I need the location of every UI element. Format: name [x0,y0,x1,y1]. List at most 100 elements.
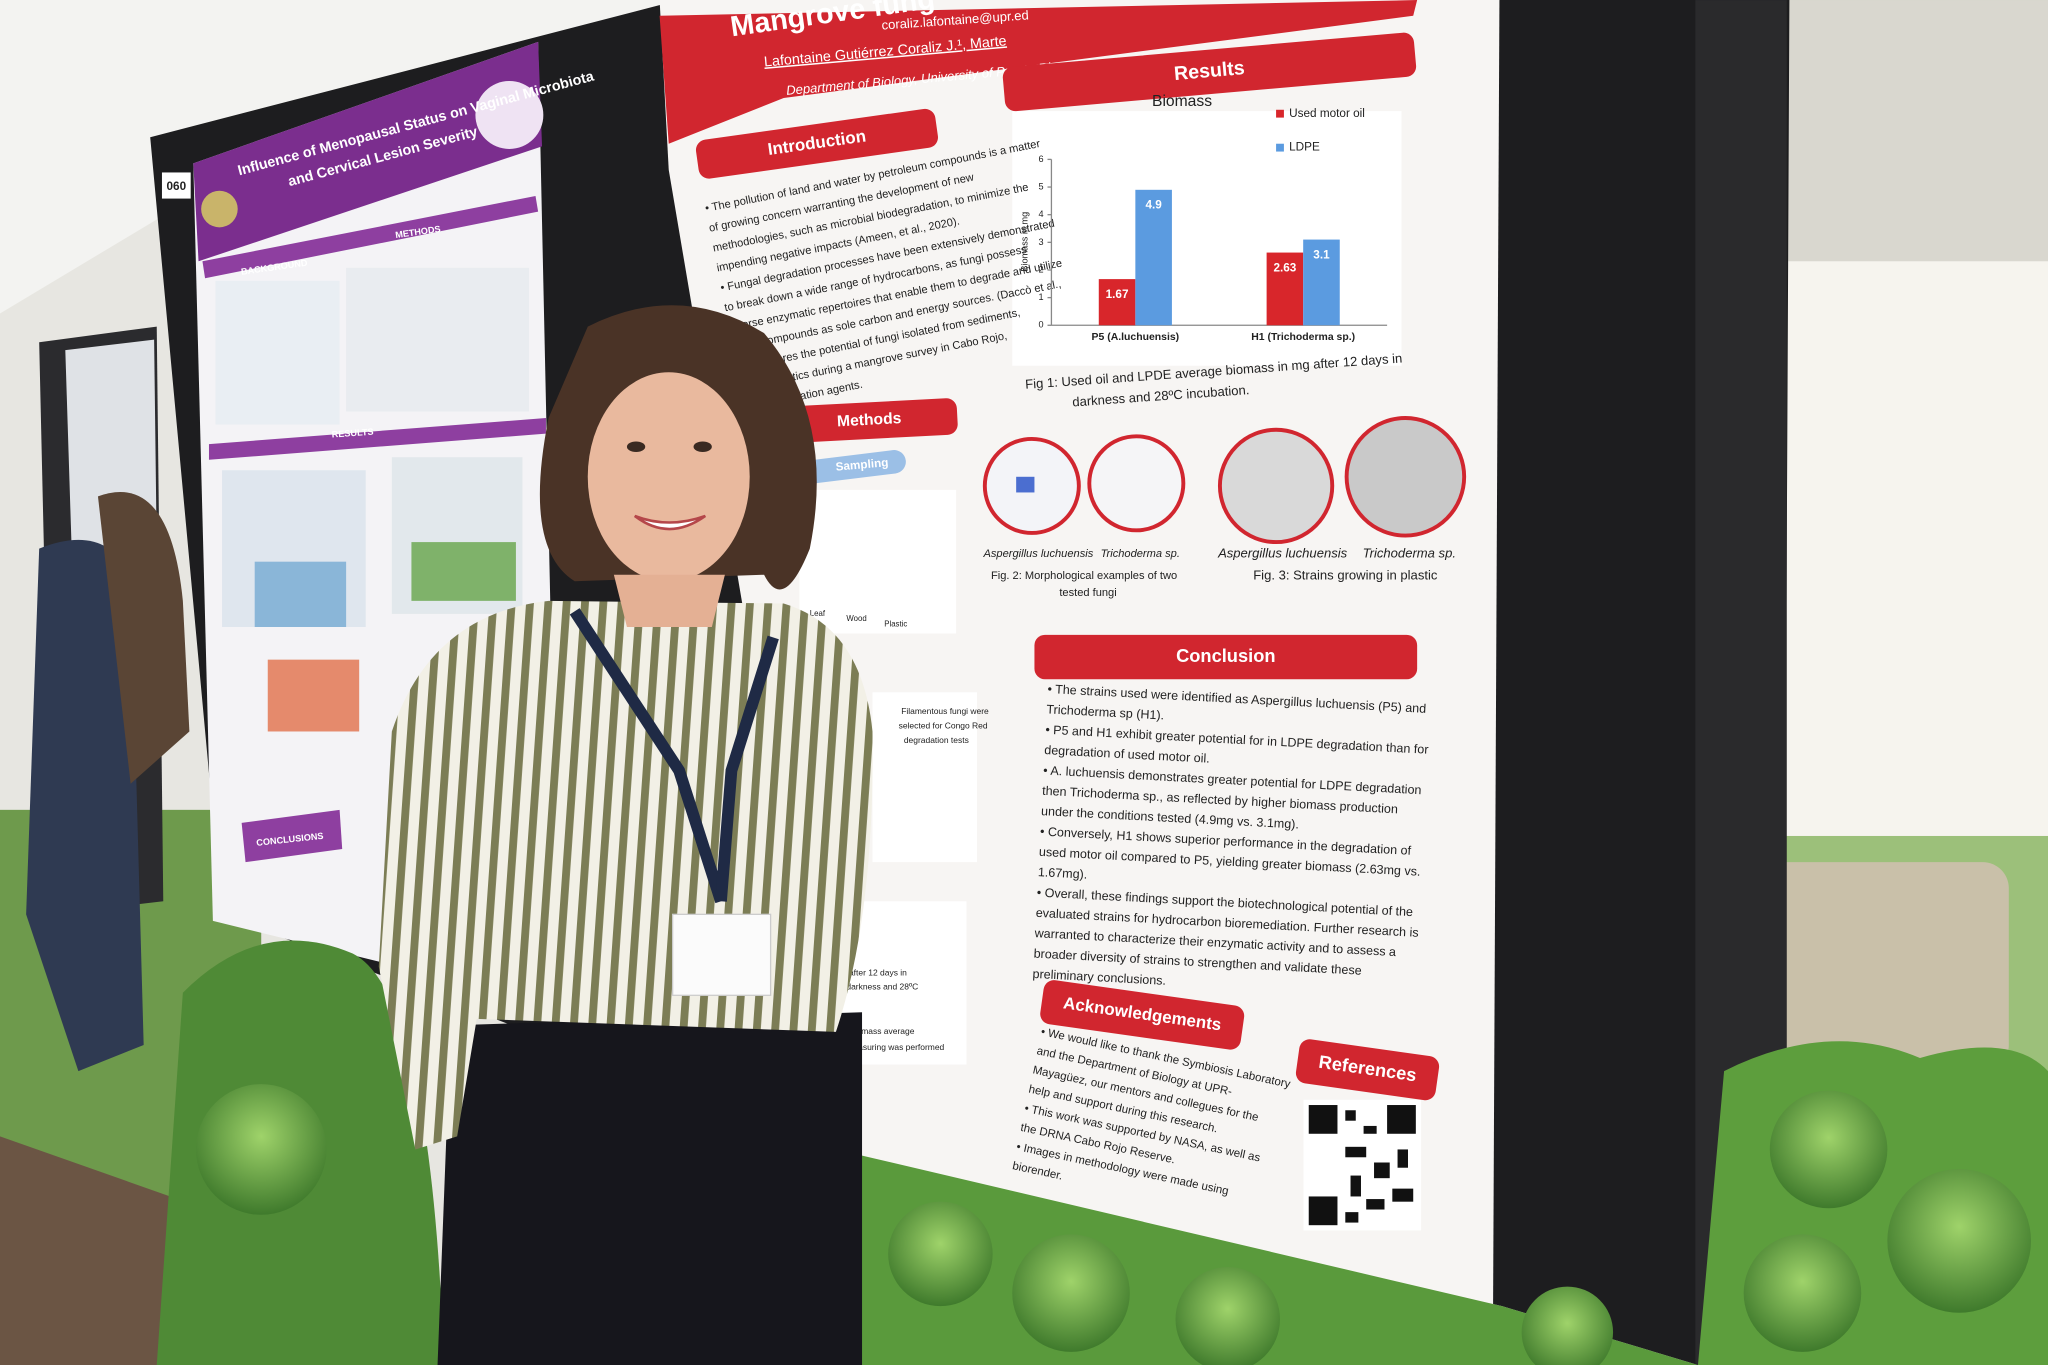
group: Sampling [835,456,889,474]
y-tick-label: 0 [1039,320,1044,330]
striped-shirt [378,600,873,1150]
presenter [378,305,873,1365]
figure-caption: tested fungi [1059,587,1116,599]
eye [693,441,712,452]
figure-caption: Fig. 3: Strains growing in plastic [1253,568,1438,583]
methods-note: Biomass average [849,1026,915,1036]
legend-label: Used motor oil [1289,107,1365,120]
bar [1303,239,1340,326]
bar-value-label: 1.67 [1106,288,1129,301]
bar-value-label: 4.9 [1145,199,1162,212]
methods-figure [872,692,977,863]
number-tag [161,172,191,199]
methods-heading: Methods [837,410,902,430]
neck [613,574,725,627]
methods-label: Wood [846,614,866,623]
legend-label: LDPE [1289,141,1320,154]
qr-pattern [1308,1105,1416,1226]
fungi-photo [1087,434,1186,533]
smile [633,514,707,531]
figure-caption: Fig. 2: Morphological examples of two [991,570,1177,582]
fungi-photo [1217,427,1335,545]
methods-note: after 12 days in [849,967,907,977]
methods-label: Leaf [810,609,826,618]
left-poster-seal [201,190,238,228]
left-poster-band [241,809,343,863]
bushes [156,940,2048,1365]
group: Introduction [695,108,938,179]
bar-value-label: 2.63 [1273,261,1296,274]
bar-value-label: 3.1 [1313,248,1330,261]
y-axis-label: Biomass in mg [1020,212,1030,272]
left-poster-text-block [215,280,340,425]
conclusion-heading-pill [1034,634,1418,680]
group: References [1295,1039,1440,1101]
legend-swatch [1276,109,1284,118]
bystander-hair [97,492,190,784]
outdoor-view [1750,261,2048,863]
fungi-photo [1344,416,1467,538]
poster-number: 060 [167,180,187,193]
face [587,372,750,582]
left-poster-band [202,195,539,279]
y-tick-label: 5 [1039,181,1044,191]
bar [1135,189,1172,326]
methods-label: Sampling [835,456,889,474]
left-poster-header [193,41,543,262]
bar [1098,279,1136,326]
methods-heading-pill [780,398,958,443]
acknowledgements-heading-pill [1040,980,1245,1050]
y-tick-label: 6 [1039,154,1044,164]
y-tick-label: 1 [1039,292,1044,302]
methods-note: selected for Congo Red [899,720,988,730]
legend-swatch [1276,143,1284,152]
results-heading-pill [1002,32,1417,112]
body-line: 1.67mg). [1038,865,1088,882]
body-line: Trichoderma sp (H1). [1046,702,1164,722]
y-tick-label: 2 [1039,264,1044,274]
left-poster-figure [411,542,516,601]
methods-note: measuring was performed [846,1042,944,1052]
left-poster-text-block [346,267,529,412]
fungi-label: Aspergillus luchuensis [982,548,1093,560]
methods-figure [799,489,957,634]
references-heading-pill [1295,1039,1440,1101]
fungi-label: Trichoderma sp. [1363,545,1456,560]
group: RESULTS [331,427,374,440]
lanyard [715,635,779,902]
bar [1266,252,1304,326]
poster-header [659,0,1418,144]
methods-note: degradation tests [904,735,969,745]
name-badge [672,913,772,996]
group: Methods [780,398,958,443]
left-poster-figure [254,561,347,627]
fungi-colony [1016,476,1035,493]
bystander [26,539,144,1072]
left-poster-figure [267,659,360,732]
fungi-label: Trichoderma sp. [1101,548,1180,560]
tent-roof [0,0,680,314]
left-poster-band [208,418,546,460]
left-poster-logo [475,81,544,149]
group: Acknowledgements [1040,980,1245,1050]
fungi-label: Aspergillus luchuensis [1217,545,1348,560]
body-line: preliminary conclusions. [1032,967,1166,988]
lanyard [569,608,727,904]
methods-note: darkness and 28ºC [846,982,918,992]
outdoor-sofa [1747,862,2009,1072]
chart-title: Biomass [1152,93,1212,110]
methods-note: Filamentous fungi were [901,706,989,716]
y-tick-label: 3 [1039,237,1044,247]
left-poster-section: RESULTS [331,427,374,440]
group: Biomass in mg [1020,212,1030,272]
group: Conclusion [1034,634,1418,680]
y-tick-label: 4 [1039,209,1044,219]
eye [626,441,646,452]
conclusion-heading: Conclusion [1176,645,1275,666]
x-tick-label: H1 (Trichoderma sp.) [1251,332,1355,343]
chart-panel [1012,111,1402,366]
methods-label: Plastic [884,619,907,628]
group: Results [1002,32,1417,112]
